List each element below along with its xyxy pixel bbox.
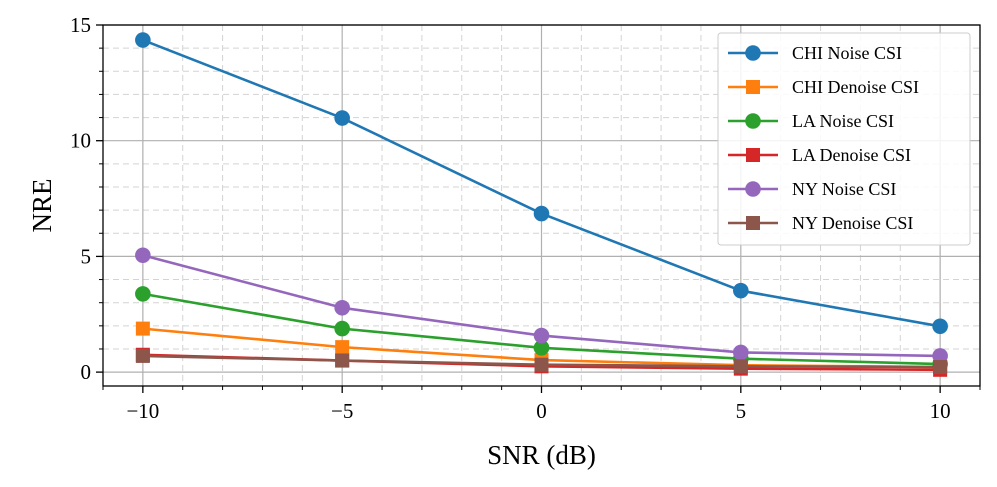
- y-tick-label: 5: [81, 244, 92, 268]
- data-point-circle: [334, 110, 350, 126]
- legend-label: CHI Denoise CSI: [792, 77, 919, 97]
- data-point-square: [335, 353, 350, 368]
- y-tick-label: 15: [70, 13, 91, 37]
- data-point-circle: [745, 181, 761, 197]
- data-point-circle: [334, 320, 350, 337]
- x-tick-label: −10: [126, 399, 159, 423]
- x-tick-label: 0: [536, 399, 547, 423]
- data-point-circle: [733, 282, 749, 299]
- data-point-circle: [135, 247, 151, 264]
- data-point-square: [534, 357, 549, 372]
- data-point-square: [746, 80, 760, 94]
- x-tick-label: −5: [331, 399, 353, 423]
- data-point-circle: [135, 286, 151, 302]
- axis-ticks: −10 −5 0 5 10 0 5 10 15: [70, 13, 981, 423]
- data-point-square: [933, 360, 948, 375]
- data-point-circle: [932, 348, 948, 364]
- series-layer: [135, 32, 948, 377]
- data-point-circle: [745, 113, 761, 129]
- data-point-square: [746, 148, 760, 162]
- legend-label: LA Noise CSI: [792, 111, 894, 131]
- legend-box: [717, 32, 971, 246]
- data-point-circle: [135, 32, 151, 48]
- x-tick-label: 10: [930, 399, 951, 423]
- legend: CHI Noise CSI CHI Denoise CSI LA Noise CSI…: [717, 32, 971, 246]
- data-point-square: [135, 348, 150, 363]
- data-point-square: [733, 359, 748, 374]
- data-point-square: [335, 340, 350, 355]
- legend-label: NY Denoise CSI: [792, 213, 913, 233]
- y-axis-label: NRE: [27, 179, 57, 233]
- data-point-circle: [533, 327, 550, 344]
- y-tick-label: 10: [70, 129, 91, 153]
- data-point-circle: [533, 205, 550, 222]
- legend-label: NY Noise CSI: [792, 179, 896, 199]
- x-axis-label: SNR (dB): [487, 440, 596, 470]
- data-point-circle: [745, 45, 761, 61]
- data-point-square: [135, 321, 150, 336]
- data-point-circle: [932, 318, 948, 335]
- legend-label: CHI Noise CSI: [792, 43, 902, 63]
- y-tick-label: 0: [81, 360, 92, 384]
- data-point-square: [746, 216, 760, 230]
- data-point-circle: [533, 340, 550, 356]
- data-point-circle: [334, 299, 350, 316]
- legend-label: LA Denoise CSI: [792, 145, 911, 165]
- data-point-circle: [733, 344, 749, 361]
- x-tick-label: 5: [736, 399, 747, 423]
